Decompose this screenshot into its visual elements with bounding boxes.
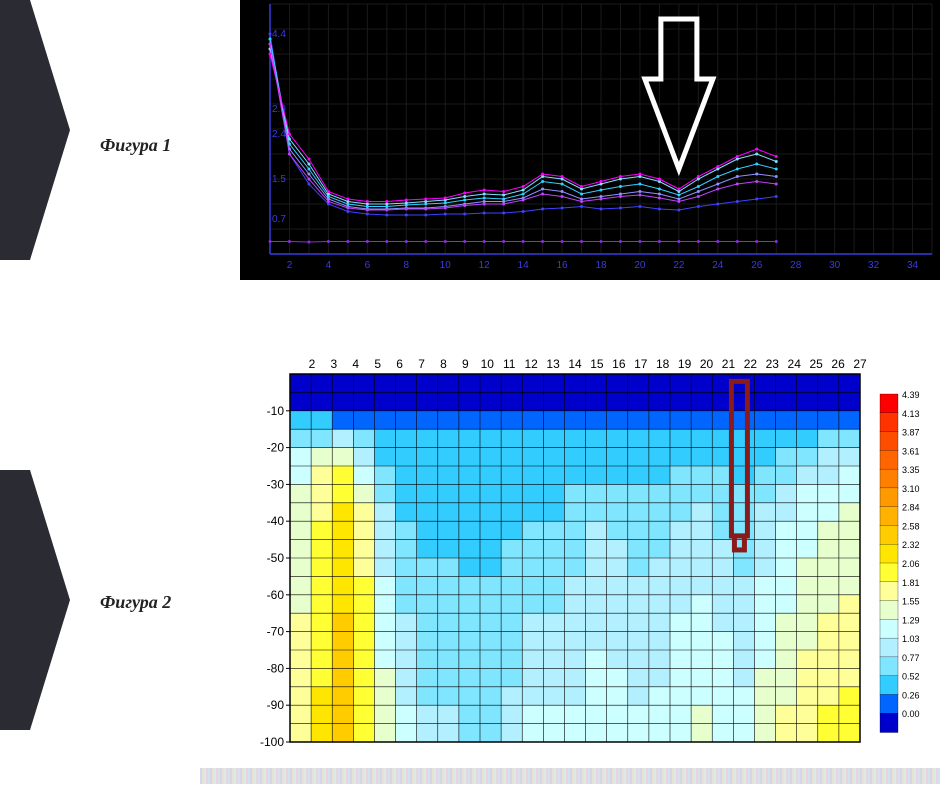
svg-text:2.84: 2.84 bbox=[902, 503, 920, 513]
svg-text:2.32: 2.32 bbox=[902, 540, 920, 550]
decor-arrow-1 bbox=[0, 0, 70, 260]
svg-text:-50: -50 bbox=[267, 551, 285, 565]
figure2-label: Фигура 2 bbox=[100, 592, 171, 613]
svg-text:-60: -60 bbox=[267, 588, 285, 602]
svg-text:2.58: 2.58 bbox=[902, 521, 920, 531]
svg-text:1.81: 1.81 bbox=[902, 578, 920, 588]
svg-text:30: 30 bbox=[829, 260, 841, 271]
svg-text:22: 22 bbox=[744, 357, 758, 371]
svg-text:3.87: 3.87 bbox=[902, 428, 920, 438]
svg-text:9: 9 bbox=[462, 357, 469, 371]
svg-text:10: 10 bbox=[481, 357, 495, 371]
svg-text:24: 24 bbox=[788, 357, 802, 371]
svg-text:8: 8 bbox=[440, 357, 447, 371]
svg-text:25: 25 bbox=[809, 357, 823, 371]
heatmap-figure2: 2345678910111213141516171819202122232425… bbox=[240, 352, 940, 752]
svg-text:14: 14 bbox=[568, 357, 582, 371]
svg-text:-40: -40 bbox=[267, 514, 285, 528]
svg-text:-70: -70 bbox=[267, 625, 285, 639]
svg-text:12: 12 bbox=[479, 260, 491, 271]
svg-text:0.77: 0.77 bbox=[902, 653, 920, 663]
svg-text:4.13: 4.13 bbox=[902, 409, 920, 419]
svg-text:22: 22 bbox=[673, 260, 685, 271]
svg-text:18: 18 bbox=[595, 260, 607, 271]
svg-text:0.00: 0.00 bbox=[902, 709, 920, 719]
svg-text:7: 7 bbox=[418, 357, 425, 371]
svg-text:24: 24 bbox=[712, 260, 724, 271]
svg-text:-20: -20 bbox=[267, 441, 285, 455]
svg-text:15: 15 bbox=[590, 357, 604, 371]
svg-text:-100: -100 bbox=[260, 735, 284, 749]
svg-text:1.29: 1.29 bbox=[902, 615, 920, 625]
svg-text:27: 27 bbox=[853, 357, 867, 371]
svg-text:28: 28 bbox=[790, 260, 802, 271]
svg-text:21: 21 bbox=[722, 357, 736, 371]
svg-text:1.03: 1.03 bbox=[902, 634, 920, 644]
noise-strip bbox=[200, 768, 940, 784]
svg-text:3.10: 3.10 bbox=[902, 484, 920, 494]
svg-text:0.52: 0.52 bbox=[902, 672, 920, 682]
svg-text:4: 4 bbox=[352, 357, 359, 371]
svg-text:6: 6 bbox=[396, 357, 403, 371]
figure1-label: Фигура 1 bbox=[100, 135, 171, 156]
svg-text:12: 12 bbox=[524, 357, 538, 371]
svg-text:3.61: 3.61 bbox=[902, 446, 920, 456]
svg-text:10: 10 bbox=[440, 260, 452, 271]
svg-text:26: 26 bbox=[751, 260, 763, 271]
svg-text:20: 20 bbox=[634, 260, 646, 271]
svg-text:19: 19 bbox=[678, 357, 692, 371]
svg-text:26: 26 bbox=[831, 357, 845, 371]
svg-text:13: 13 bbox=[546, 357, 560, 371]
svg-text:17: 17 bbox=[634, 357, 648, 371]
svg-text:32: 32 bbox=[868, 260, 880, 271]
svg-text:16: 16 bbox=[612, 357, 626, 371]
svg-text:8: 8 bbox=[404, 260, 410, 271]
svg-text:2: 2 bbox=[309, 357, 316, 371]
svg-text:-10: -10 bbox=[267, 404, 285, 418]
svg-text:-90: -90 bbox=[267, 698, 285, 712]
svg-text:-30: -30 bbox=[267, 477, 285, 491]
svg-text:3.35: 3.35 bbox=[902, 465, 920, 475]
line-chart-figure1: 2468101214161820222426283032340.71.52.42… bbox=[240, 0, 940, 280]
svg-text:4: 4 bbox=[326, 260, 332, 271]
svg-text:6: 6 bbox=[365, 260, 371, 271]
svg-text:23: 23 bbox=[766, 357, 780, 371]
svg-text:5: 5 bbox=[374, 357, 381, 371]
svg-text:0.26: 0.26 bbox=[902, 690, 920, 700]
svg-text:1.5: 1.5 bbox=[272, 174, 286, 185]
svg-text:2: 2 bbox=[287, 260, 293, 271]
svg-text:11: 11 bbox=[503, 357, 516, 371]
svg-text:16: 16 bbox=[556, 260, 568, 271]
svg-text:34: 34 bbox=[907, 260, 919, 271]
svg-text:4.4: 4.4 bbox=[272, 29, 286, 40]
svg-text:0.7: 0.7 bbox=[272, 214, 286, 225]
svg-text:2.4: 2.4 bbox=[272, 129, 286, 140]
svg-text:14: 14 bbox=[518, 260, 530, 271]
svg-text:20: 20 bbox=[700, 357, 714, 371]
svg-text:18: 18 bbox=[656, 357, 670, 371]
svg-text:1.55: 1.55 bbox=[902, 597, 920, 607]
svg-text:4.39: 4.39 bbox=[902, 390, 920, 400]
svg-text:3: 3 bbox=[331, 357, 338, 371]
svg-text:-80: -80 bbox=[267, 661, 285, 675]
svg-text:2.06: 2.06 bbox=[902, 559, 920, 569]
decor-arrow-2 bbox=[0, 470, 70, 730]
